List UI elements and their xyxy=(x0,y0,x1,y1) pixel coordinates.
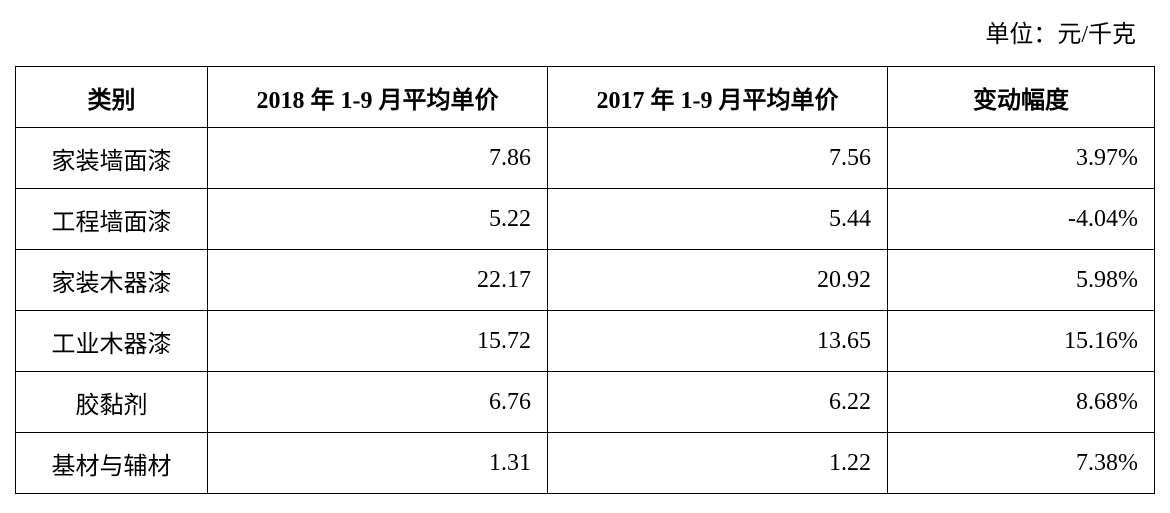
category-cell: 基材与辅材 xyxy=(15,432,208,494)
unit-label: 单位：元/千克 xyxy=(985,22,1136,48)
table-row: 家装木器漆 22.17 20.92 5.98% xyxy=(15,249,1155,311)
table-body: 家装墙面漆 7.86 7.56 3.97% 工程墙面漆 5.22 5.44 -4.04% 家装木… xyxy=(15,127,1155,494)
value-cell: 3.97% xyxy=(887,127,1155,189)
value-cell: 5.98% xyxy=(887,249,1155,311)
value-cell: 6.76 xyxy=(207,371,548,433)
table-row: 工业木器漆 15.72 13.65 15.16% xyxy=(15,310,1155,372)
table-row: 家装墙面漆 7.86 7.56 3.97% xyxy=(15,127,1155,189)
value-cell: 13.65 xyxy=(547,310,888,372)
table-row: 工程墙面漆 5.22 5.44 -4.04% xyxy=(15,188,1155,250)
value-cell: 7.86 xyxy=(207,127,548,189)
value-cell: 15.16% xyxy=(887,310,1155,372)
category-cell: 胶黏剂 xyxy=(15,371,208,433)
value-cell: 1.22 xyxy=(547,432,888,494)
value-cell: 8.68% xyxy=(887,371,1155,433)
value-cell: 7.38% xyxy=(887,432,1155,494)
value-cell: -4.04% xyxy=(887,188,1155,250)
header-cell: 类别 xyxy=(15,66,208,128)
value-cell: 6.22 xyxy=(547,371,888,433)
header-row: 类别 2018 年 1-9 月平均单价 2017 年 1-9 月平均单价 变动幅度 xyxy=(15,66,1155,128)
header-cell: 变动幅度 xyxy=(887,66,1155,128)
table-row: 胶黏剂 6.76 6.22 8.68% xyxy=(15,371,1155,433)
category-cell: 工业木器漆 xyxy=(15,310,208,372)
value-cell: 5.44 xyxy=(547,188,888,250)
value-cell: 5.22 xyxy=(207,188,548,250)
value-cell: 1.31 xyxy=(207,432,548,494)
category-cell: 家装木器漆 xyxy=(15,249,208,311)
header-cell: 2018 年 1-9 月平均单价 xyxy=(207,66,548,128)
header-cell: 2017 年 1-9 月平均单价 xyxy=(547,66,888,128)
value-cell: 15.72 xyxy=(207,310,548,372)
table-row: 基材与辅材 1.31 1.22 7.38% xyxy=(15,432,1155,494)
category-cell: 工程墙面漆 xyxy=(15,188,208,250)
value-cell: 22.17 xyxy=(207,249,548,311)
value-cell: 7.56 xyxy=(547,127,888,189)
value-cell: 20.92 xyxy=(547,249,888,311)
price-table: 类别 2018 年 1-9 月平均单价 2017 年 1-9 月平均单价 变动幅度 家… xyxy=(15,66,1155,494)
category-cell: 家装墙面漆 xyxy=(15,127,208,189)
